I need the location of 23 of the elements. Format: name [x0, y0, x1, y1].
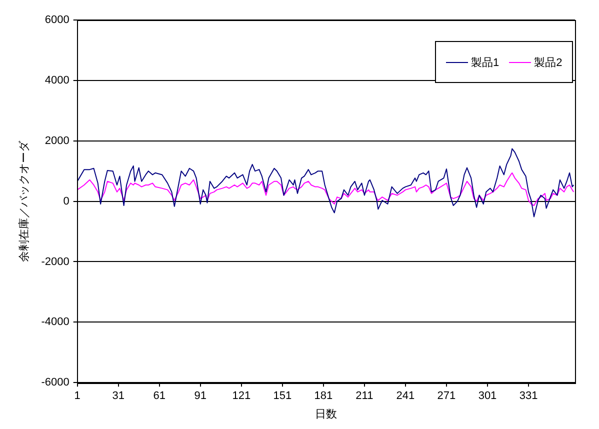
y-tick-label: -6000 — [41, 376, 70, 389]
y-tick-label: -4000 — [41, 316, 70, 328]
y-tick-label: -2000 — [41, 256, 70, 268]
x-tick-label: 181 — [314, 390, 333, 402]
x-tick-label: 1 — [74, 390, 80, 402]
x-tick-label: 331 — [519, 390, 538, 402]
x-axis-title: 日数 — [315, 408, 338, 420]
x-tick-label: 121 — [232, 390, 251, 402]
x-tick-label: 211 — [356, 390, 374, 402]
x-tick-label: 91 — [194, 390, 207, 402]
x-tick-label: 301 — [478, 390, 497, 402]
y-tick-label: 6000 — [44, 14, 70, 26]
legend-label: 製品2 — [534, 56, 562, 70]
x-tick-label: 61 — [153, 390, 166, 402]
x-tick-label: 271 — [437, 390, 456, 402]
legend-label: 製品1 — [471, 56, 500, 70]
x-tick-label: 31 — [112, 390, 124, 402]
y-tick-label: 0 — [63, 195, 70, 208]
y-tick-label: 4000 — [44, 74, 70, 86]
y-axis-title: 余剰在庫／バックオーダ — [18, 140, 31, 262]
x-tick-label: 241 — [396, 390, 415, 402]
x-tick-label: 151 — [273, 390, 292, 402]
y-tick-label: 2000 — [44, 134, 70, 147]
